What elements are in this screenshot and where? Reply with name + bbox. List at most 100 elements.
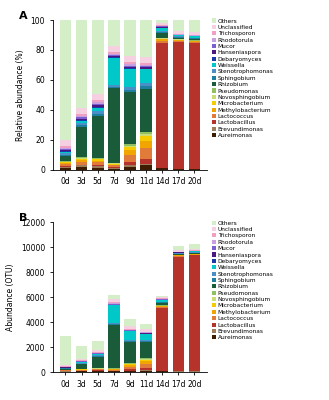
Bar: [140, 340, 152, 341]
Bar: [76, 162, 88, 164]
Bar: [124, 69, 136, 87]
Bar: [140, 136, 152, 141]
Bar: [140, 86, 152, 89]
Bar: [156, 27, 168, 28]
Bar: [124, 146, 136, 147]
Bar: [140, 361, 152, 364]
Bar: [140, 324, 152, 329]
Bar: [140, 57, 152, 63]
Bar: [108, 46, 120, 52]
Bar: [76, 121, 88, 123]
Bar: [172, 250, 184, 252]
Bar: [92, 168, 104, 170]
Bar: [140, 65, 152, 66]
Bar: [189, 253, 200, 254]
Bar: [124, 20, 136, 56]
Bar: [92, 111, 104, 114]
Bar: [108, 169, 120, 170]
Bar: [172, 31, 184, 34]
Bar: [108, 325, 120, 368]
Y-axis label: Relative abundance (%): Relative abundance (%): [16, 49, 25, 141]
Bar: [156, 306, 168, 307]
Bar: [108, 58, 120, 84]
Bar: [124, 150, 136, 155]
Bar: [108, 56, 120, 57]
Bar: [140, 20, 152, 57]
Bar: [92, 105, 104, 107]
Bar: [108, 370, 120, 371]
Y-axis label: Abundance (OTU): Abundance (OTU): [6, 263, 15, 331]
Bar: [172, 20, 184, 31]
Bar: [172, 41, 184, 42]
Bar: [60, 149, 71, 150]
Bar: [172, 256, 184, 257]
Bar: [189, 36, 200, 38]
Bar: [124, 369, 136, 370]
Text: A: A: [19, 11, 27, 21]
Bar: [156, 371, 168, 372]
Bar: [140, 63, 152, 65]
Bar: [92, 162, 104, 164]
Bar: [156, 38, 168, 39]
Bar: [124, 363, 136, 364]
Bar: [108, 303, 120, 304]
Bar: [60, 156, 71, 161]
Bar: [124, 67, 136, 68]
Legend: Others, Unclassified, Trichosporon, Rhodotorula, Mucor, Hanseniaspora, Debaryomy: Others, Unclassified, Trichosporon, Rhod…: [212, 221, 274, 340]
Bar: [76, 20, 88, 108]
Bar: [92, 100, 104, 102]
Bar: [76, 160, 88, 162]
Bar: [76, 123, 88, 125]
Bar: [60, 20, 71, 140]
Bar: [189, 42, 200, 43]
Bar: [124, 66, 136, 67]
Bar: [60, 167, 71, 168]
Bar: [124, 92, 136, 144]
Bar: [140, 69, 152, 70]
Bar: [172, 35, 184, 36]
Bar: [92, 354, 104, 355]
Bar: [172, 253, 184, 254]
Bar: [92, 166, 104, 168]
Bar: [156, 31, 168, 32]
Bar: [124, 155, 136, 162]
Bar: [76, 370, 88, 371]
Bar: [124, 329, 136, 330]
Bar: [156, 26, 168, 27]
Bar: [156, 41, 168, 43]
Bar: [60, 365, 71, 366]
Bar: [124, 68, 136, 69]
Bar: [92, 164, 104, 166]
Bar: [60, 155, 71, 156]
Bar: [124, 90, 136, 92]
Bar: [108, 371, 120, 372]
Bar: [189, 255, 200, 372]
Bar: [108, 164, 120, 165]
Bar: [124, 341, 136, 342]
Bar: [108, 52, 120, 54]
Bar: [156, 20, 168, 23]
Bar: [108, 88, 120, 163]
Bar: [156, 23, 168, 25]
Bar: [172, 254, 184, 255]
Bar: [92, 371, 104, 372]
Bar: [156, 168, 168, 170]
Bar: [108, 87, 120, 88]
Bar: [108, 304, 120, 305]
Bar: [108, 324, 120, 325]
Bar: [76, 120, 88, 121]
Bar: [124, 56, 136, 62]
Bar: [140, 341, 152, 342]
Bar: [76, 165, 88, 167]
Bar: [156, 39, 168, 40]
Bar: [189, 41, 200, 42]
Bar: [76, 364, 88, 369]
Bar: [108, 299, 120, 302]
Text: B: B: [19, 213, 27, 223]
Bar: [92, 357, 104, 368]
Bar: [172, 246, 184, 250]
Bar: [92, 356, 104, 357]
Bar: [76, 164, 88, 165]
Bar: [76, 116, 88, 117]
Bar: [124, 147, 136, 150]
